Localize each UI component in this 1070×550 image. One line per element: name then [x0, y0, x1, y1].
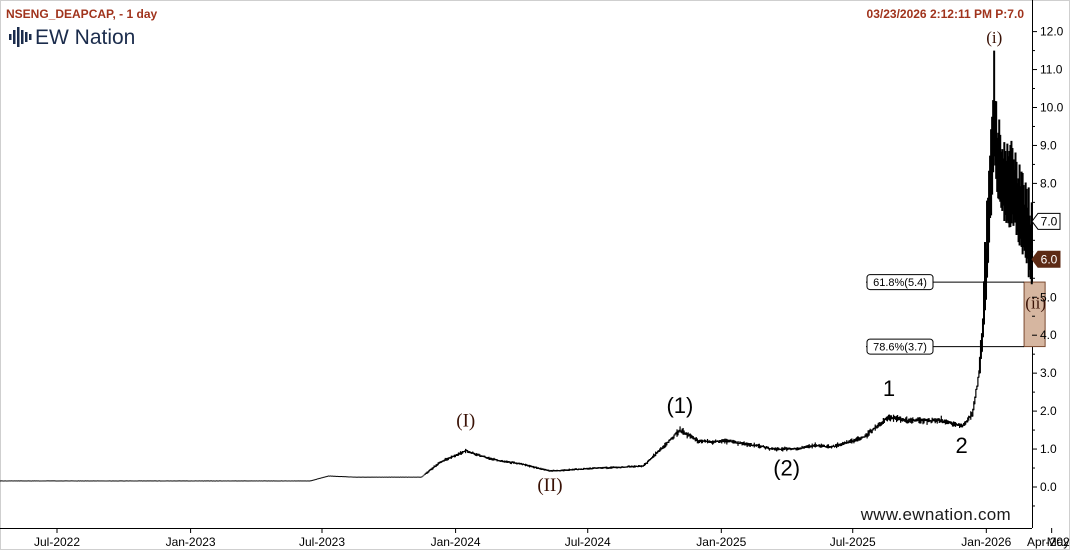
y-tick-label: 11.0: [1040, 63, 1063, 77]
y-tick: 4.0: [1032, 328, 1057, 342]
x-tick: Jan-2024: [431, 528, 481, 549]
fib-618-label: 61.8%(5.4): [873, 277, 927, 289]
x-tick: Jul-2022: [34, 528, 80, 549]
y-tick: 12.0: [1032, 25, 1064, 39]
y-tick: 3.0: [1032, 366, 1057, 380]
y-tick: 5.0: [1032, 290, 1057, 304]
x-tick-label: Jul-2023: [299, 535, 345, 549]
chart-timestamp: 03/23/2026 2:12:11 PM P:7.0: [867, 7, 1025, 21]
wave-label: (ii): [1025, 294, 1046, 313]
x-tick-label: Jul-2025: [830, 535, 876, 549]
y-tick: 0.0: [1032, 480, 1057, 494]
last-price-marker: 6.0: [1031, 250, 1061, 268]
x-tick: Apr-2026: [1027, 528, 1070, 549]
price-bar: [976, 376, 980, 387]
x-tick-label: Jan-2025: [696, 535, 746, 549]
logo-bars-icon: [9, 27, 32, 47]
price-marker-label: 7.0: [1041, 214, 1058, 228]
x-tick-label: Jan-2023: [166, 535, 216, 549]
wave-label: (I): [456, 410, 475, 431]
y-tick-label: 3.0: [1040, 366, 1057, 380]
x-tick-label: Jan-2026: [961, 535, 1011, 549]
y-tick-label: 8.0: [1040, 176, 1057, 190]
price-bars: [0, 50, 1034, 482]
y-tick: 10.0: [1032, 101, 1064, 115]
y-tick-label: 2.0: [1040, 404, 1057, 418]
x-tick-label: May-2026: [1047, 535, 1070, 549]
wave-label: 2: [956, 433, 968, 458]
x-tick: May-2026: [1047, 535, 1070, 549]
x-tick-label: Jul-2022: [34, 535, 80, 549]
logo-text: EW Nation: [35, 26, 135, 49]
price-bar: [974, 388, 978, 398]
chart-title: NSENG_DEAPCAP, - 1 day: [6, 7, 157, 21]
y-tick-label: 10.0: [1040, 101, 1064, 115]
x-tick: Jan-2025: [696, 528, 747, 549]
fib-786-label: 78.6%(3.7): [873, 342, 927, 354]
y-tick-label: 4.0: [1040, 328, 1057, 342]
y-tick: 11.0: [1032, 63, 1063, 77]
website-watermark: www.ewnation.com: [860, 505, 1011, 524]
y-tick-label: 9.0: [1040, 138, 1057, 152]
price-bar: [1030, 202, 1034, 285]
y-tick: 1.0: [1032, 442, 1057, 456]
y-tick-label: 12.0: [1040, 25, 1064, 39]
y-tick: 8.0: [1032, 176, 1057, 190]
x-tick: Jul-2024: [565, 528, 611, 549]
wave-label: (II): [537, 475, 562, 496]
wave-label: 1: [883, 376, 895, 401]
y-tick-label: 0.0: [1040, 480, 1057, 494]
price-marker-label: 6.0: [1041, 252, 1058, 266]
x-tick-label: Jul-2024: [565, 535, 611, 549]
x-tick: Jan-2026: [961, 528, 1012, 549]
x-tick-label: Apr-2026: [1027, 535, 1070, 549]
x-tick-label: Jan-2024: [431, 535, 481, 549]
x-tick: Jan-2023: [166, 528, 216, 549]
wave-label: (i): [986, 28, 1002, 47]
y-tick: 9.0: [1032, 138, 1057, 152]
x-tick: Jul-2023: [299, 528, 345, 549]
wave-label: (1): [666, 393, 693, 418]
fib-786-label-box: 78.6%(3.7): [866, 338, 934, 355]
ewnation-logo: EW Nation: [9, 26, 135, 49]
price-marker: 7.0: [1031, 212, 1061, 230]
x-tick: Jul-2025: [830, 528, 876, 549]
fib-618-label-box: 61.8%(5.4): [866, 274, 934, 291]
y-tick-label: 5.0: [1040, 290, 1057, 304]
y-tick: 2.0: [1032, 404, 1057, 418]
y-tick-label: 1.0: [1040, 442, 1057, 456]
wave-label: (2): [773, 456, 800, 481]
fib-retracement-zone: [1023, 281, 1046, 348]
